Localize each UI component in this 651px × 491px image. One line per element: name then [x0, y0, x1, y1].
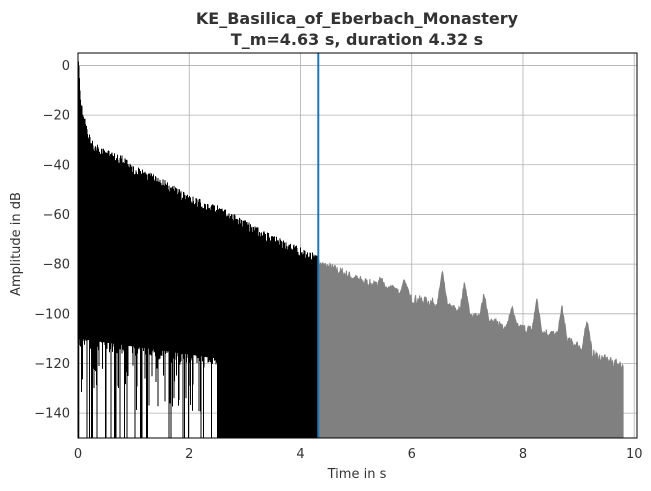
y-tick-label: −100 [34, 307, 70, 322]
y-tick-label: 0 [62, 59, 70, 74]
x-tick-label: 0 [74, 447, 82, 462]
chart-title: KE_Basilica_of_Eberbach_Monastery [196, 9, 519, 28]
y-tick-label: −40 [43, 158, 70, 173]
body-core [78, 72, 319, 438]
plot-area: 0 2 4 6 8 10 0 −20 −40 −60 −80 −100 −120 −140 [34, 52, 643, 462]
chart-subtitle: T_m=4.63 s, duration 4.32 s [231, 30, 483, 49]
y-tick-label: −120 [34, 357, 70, 372]
x-tick-label: 6 [408, 447, 416, 462]
x-tick-label: 2 [185, 447, 193, 462]
y-tick-label: −60 [43, 208, 70, 223]
x-tick-label: 8 [519, 447, 527, 462]
x-tick-label: 10 [626, 447, 643, 462]
x-tick-label: 4 [296, 447, 304, 462]
y-tick-label: −20 [43, 109, 70, 124]
y-tick-label: −80 [43, 258, 70, 273]
y-tick-label: −140 [34, 407, 70, 422]
y-axis-label: Amplitude in dB [9, 192, 24, 296]
axes-frame [77, 52, 638, 439]
x-axis-label: Time in s [327, 467, 387, 482]
tail-envelope [317, 260, 624, 438]
series-tail [317, 260, 624, 438]
